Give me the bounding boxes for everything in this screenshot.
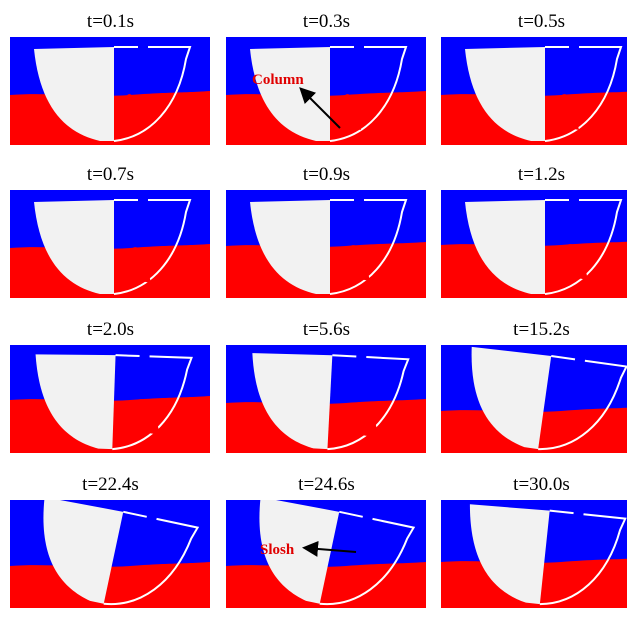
panel: t=0.7s	[10, 164, 210, 298]
panel-title: t=0.5s	[518, 11, 565, 32]
annotation: Slosh	[260, 542, 295, 558]
panel-title: t=1.2s	[518, 164, 565, 185]
panel: t=0.9s	[226, 164, 426, 298]
panel: t=5.6s	[226, 319, 426, 453]
frame	[10, 345, 210, 453]
panel: t=0.5s	[441, 11, 627, 145]
frame	[226, 37, 426, 145]
frame	[441, 37, 627, 145]
panel: t=2.0s	[10, 319, 210, 453]
panel: t=0.1s	[10, 11, 210, 145]
panel: t=24.6s	[226, 474, 426, 619]
annotation: Column	[252, 72, 304, 88]
panel-title: t=0.7s	[87, 164, 134, 185]
frame	[441, 345, 627, 460]
panel-title: t=0.9s	[303, 164, 350, 185]
panel: t=22.4s	[10, 474, 210, 619]
panel-title: t=0.1s	[87, 11, 134, 32]
frame	[441, 500, 627, 612]
panel-title: t=30.0s	[513, 474, 570, 495]
panel-title: t=2.0s	[87, 319, 134, 340]
frame	[226, 495, 426, 619]
frame	[10, 190, 210, 298]
frame	[226, 190, 426, 298]
panel-title: t=5.6s	[303, 319, 350, 340]
panel: t=15.2s	[441, 319, 627, 460]
panel: t=1.2s	[441, 164, 627, 298]
panel-title: t=0.3s	[303, 11, 350, 32]
frame	[226, 345, 426, 453]
panel-title: t=24.6s	[298, 474, 355, 495]
frame	[10, 495, 210, 619]
figure: t=0.1s t=0.3s t=0.5s t=0.7s t=0.9s t=1.2s t=2.…	[0, 0, 627, 619]
panel-title: t=15.2s	[513, 319, 570, 340]
panel-title: t=22.4s	[82, 474, 139, 495]
frame	[441, 190, 627, 298]
frame	[10, 37, 210, 145]
panel: t=30.0s	[441, 474, 627, 612]
